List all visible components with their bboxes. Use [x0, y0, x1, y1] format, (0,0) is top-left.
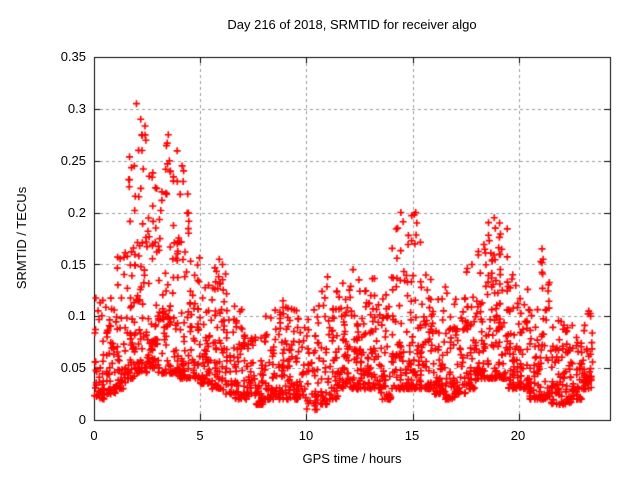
y-tick-label: 0.05	[60, 360, 86, 375]
y-tick-label: 0.25	[60, 153, 86, 168]
y-axis-label: SRMTID / TECUs	[14, 186, 29, 290]
x-axis-label: GPS time / hours	[302, 451, 402, 466]
y-tick-label: 0.2	[67, 205, 86, 220]
y-tick-label: 0	[78, 412, 86, 427]
y-tick-label: 0.1	[67, 308, 86, 323]
y-tick-label: 0.35	[60, 49, 86, 64]
x-tick-label: 15	[404, 428, 420, 443]
chart-title: Day 216 of 2018, SRMTID for receiver alg…	[227, 17, 477, 32]
x-tick-label: 10	[298, 428, 314, 443]
y-tick-label: 0.3	[67, 101, 86, 116]
x-tick-label: 5	[196, 428, 204, 443]
x-tick-label: 20	[510, 428, 526, 443]
y-tick-label: 0.15	[60, 257, 86, 272]
x-tick-label: 0	[90, 428, 98, 443]
